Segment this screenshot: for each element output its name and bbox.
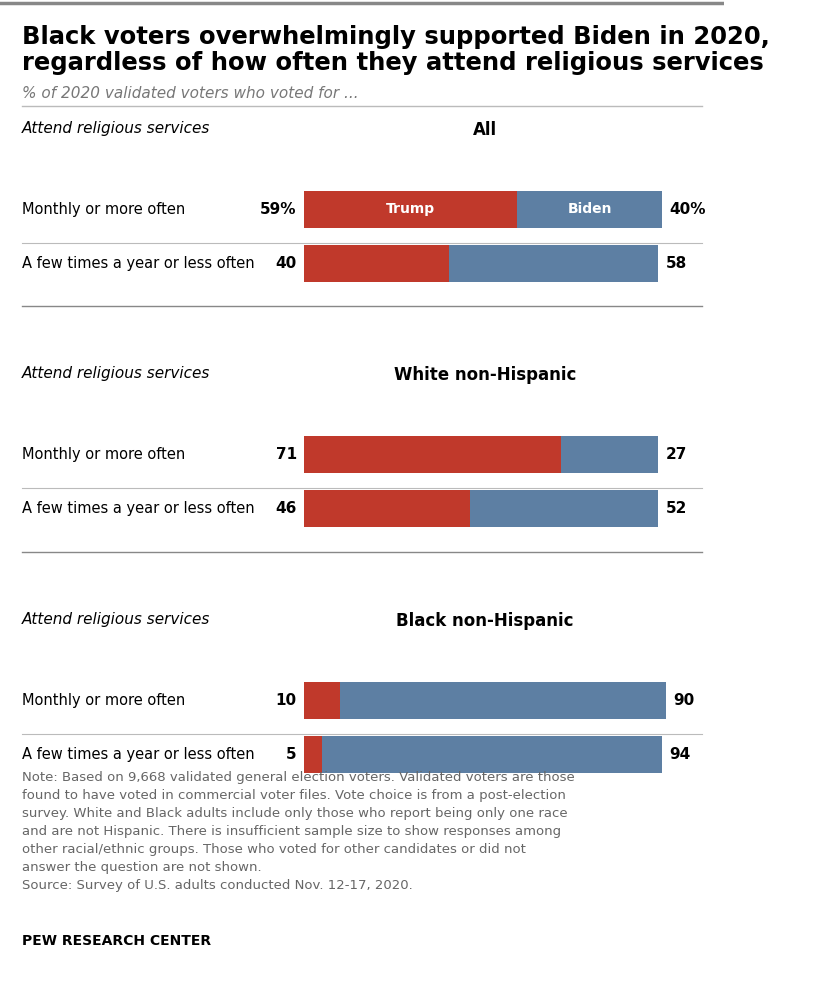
Text: A few times a year or less often: A few times a year or less often bbox=[22, 501, 255, 517]
FancyBboxPatch shape bbox=[470, 490, 659, 527]
Text: 40: 40 bbox=[276, 255, 297, 271]
Text: Monthly or more often: Monthly or more often bbox=[22, 447, 185, 463]
FancyBboxPatch shape bbox=[449, 245, 659, 282]
FancyBboxPatch shape bbox=[304, 436, 561, 473]
Text: 5: 5 bbox=[286, 746, 297, 762]
Text: Monthly or more often: Monthly or more often bbox=[22, 201, 185, 217]
Text: A few times a year or less often: A few times a year or less often bbox=[22, 746, 255, 762]
Text: Note: Based on 9,668 validated general election voters. Validated voters are tho: Note: Based on 9,668 validated general e… bbox=[22, 771, 575, 892]
Text: 52: 52 bbox=[666, 501, 687, 517]
Text: 90: 90 bbox=[673, 692, 694, 708]
Text: Monthly or more often: Monthly or more often bbox=[22, 692, 185, 708]
FancyBboxPatch shape bbox=[304, 490, 470, 527]
Text: regardless of how often they attend religious services: regardless of how often they attend reli… bbox=[22, 51, 764, 75]
Text: Attend religious services: Attend religious services bbox=[22, 366, 210, 381]
Text: 40%: 40% bbox=[669, 201, 706, 217]
Text: 71: 71 bbox=[276, 447, 297, 463]
Text: All: All bbox=[473, 121, 497, 138]
Text: 58: 58 bbox=[666, 255, 687, 271]
Text: PEW RESEARCH CENTER: PEW RESEARCH CENTER bbox=[22, 934, 211, 948]
Text: Black non-Hispanic: Black non-Hispanic bbox=[396, 612, 574, 629]
FancyBboxPatch shape bbox=[561, 436, 659, 473]
Text: Attend religious services: Attend religious services bbox=[22, 612, 210, 627]
Text: 46: 46 bbox=[276, 501, 297, 517]
Text: 10: 10 bbox=[276, 692, 297, 708]
Text: White non-Hispanic: White non-Hispanic bbox=[394, 366, 576, 384]
FancyBboxPatch shape bbox=[517, 191, 662, 228]
Text: Black voters overwhelmingly supported Biden in 2020,: Black voters overwhelmingly supported Bi… bbox=[22, 25, 769, 48]
FancyBboxPatch shape bbox=[304, 245, 449, 282]
FancyBboxPatch shape bbox=[304, 736, 322, 773]
FancyBboxPatch shape bbox=[340, 682, 666, 719]
Text: 94: 94 bbox=[669, 746, 690, 762]
Text: Attend religious services: Attend religious services bbox=[22, 121, 210, 136]
Text: 59%: 59% bbox=[260, 201, 297, 217]
Text: % of 2020 validated voters who voted for ...: % of 2020 validated voters who voted for… bbox=[22, 86, 359, 101]
Text: Trump: Trump bbox=[386, 202, 435, 216]
Text: Biden: Biden bbox=[568, 202, 612, 216]
Text: 27: 27 bbox=[666, 447, 687, 463]
FancyBboxPatch shape bbox=[304, 682, 340, 719]
Text: A few times a year or less often: A few times a year or less often bbox=[22, 255, 255, 271]
FancyBboxPatch shape bbox=[322, 736, 662, 773]
FancyBboxPatch shape bbox=[304, 191, 517, 228]
